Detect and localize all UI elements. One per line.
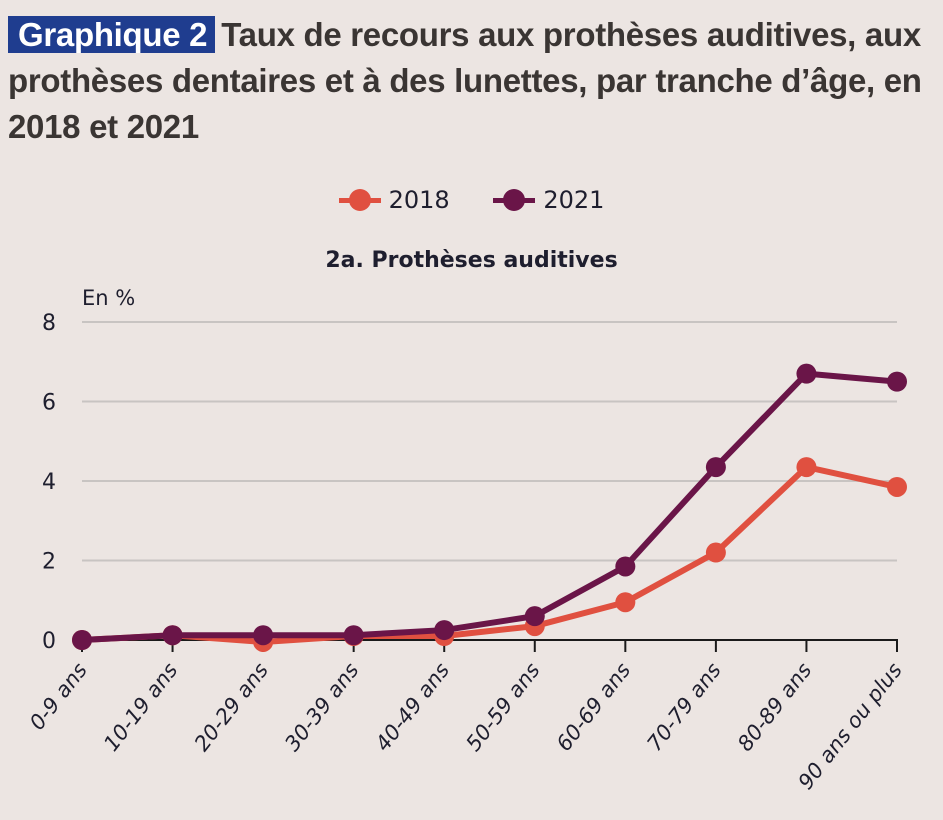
y-tick-label-8: 8 xyxy=(42,311,56,336)
data-point-2018-9 xyxy=(887,476,907,497)
data-point-2021-7 xyxy=(705,457,726,478)
data-point-2021-5 xyxy=(524,606,545,627)
legend-item-2021: 2021 xyxy=(493,186,604,214)
x-tick-label-0: 0-9 ans xyxy=(25,658,92,734)
data-point-2018-6 xyxy=(615,592,636,613)
x-tick-label-8: 80-89 ans xyxy=(733,658,816,755)
legend-label-2018: 2018 xyxy=(388,186,450,214)
figure-badge: Graphique 2 xyxy=(8,16,216,53)
data-point-2021-1 xyxy=(162,625,183,646)
series-line-2021 xyxy=(79,370,900,643)
x-tick-label-4: 40-49 ans xyxy=(371,658,454,755)
y-tick-label-6: 6 xyxy=(42,391,56,416)
data-point-2018-8 xyxy=(796,457,817,478)
legend: 2018 2021 xyxy=(0,186,943,220)
x-tick-label-2: 20-29 ans xyxy=(190,658,273,755)
x-tick-label-3: 30-39 ans xyxy=(280,658,363,755)
legend-label-2021: 2021 xyxy=(543,186,605,214)
x-tick-label-6: 60-69 ans xyxy=(552,658,635,755)
data-point-2021-3 xyxy=(343,625,364,646)
y-tick-label-0: 0 xyxy=(42,629,56,654)
legend-marker-2021-icon xyxy=(493,186,536,214)
chart-subtitle: 2a. Prothèses auditives xyxy=(325,248,618,273)
y-axis-unit-label: En % xyxy=(82,286,135,310)
data-point-2021-2 xyxy=(253,625,274,646)
y-tick-label-2: 2 xyxy=(42,550,56,575)
figure-title: Taux de recours aux prothèses auditives,… xyxy=(8,16,922,145)
x-tick-label-5: 50-59 ans xyxy=(461,658,544,755)
data-point-2018-7 xyxy=(705,542,726,563)
legend-marker-2018-icon xyxy=(338,186,381,214)
data-point-2021-6 xyxy=(615,556,636,577)
chart-title-block: Graphique 2 Taux de recours aux prothèses… xyxy=(8,12,938,150)
legend-item-2018: 2018 xyxy=(338,186,450,214)
series-line-2018 xyxy=(79,464,900,645)
data-point-2021-9 xyxy=(887,371,907,392)
y-tick-label-4: 4 xyxy=(42,470,56,495)
data-point-2021-0 xyxy=(72,630,92,650)
x-tick-label-7: 70-79 ans xyxy=(642,658,725,755)
data-point-2021-4 xyxy=(434,620,455,641)
x-tick-label-1: 10-19 ans xyxy=(99,658,182,755)
data-point-2021-8 xyxy=(796,363,817,384)
